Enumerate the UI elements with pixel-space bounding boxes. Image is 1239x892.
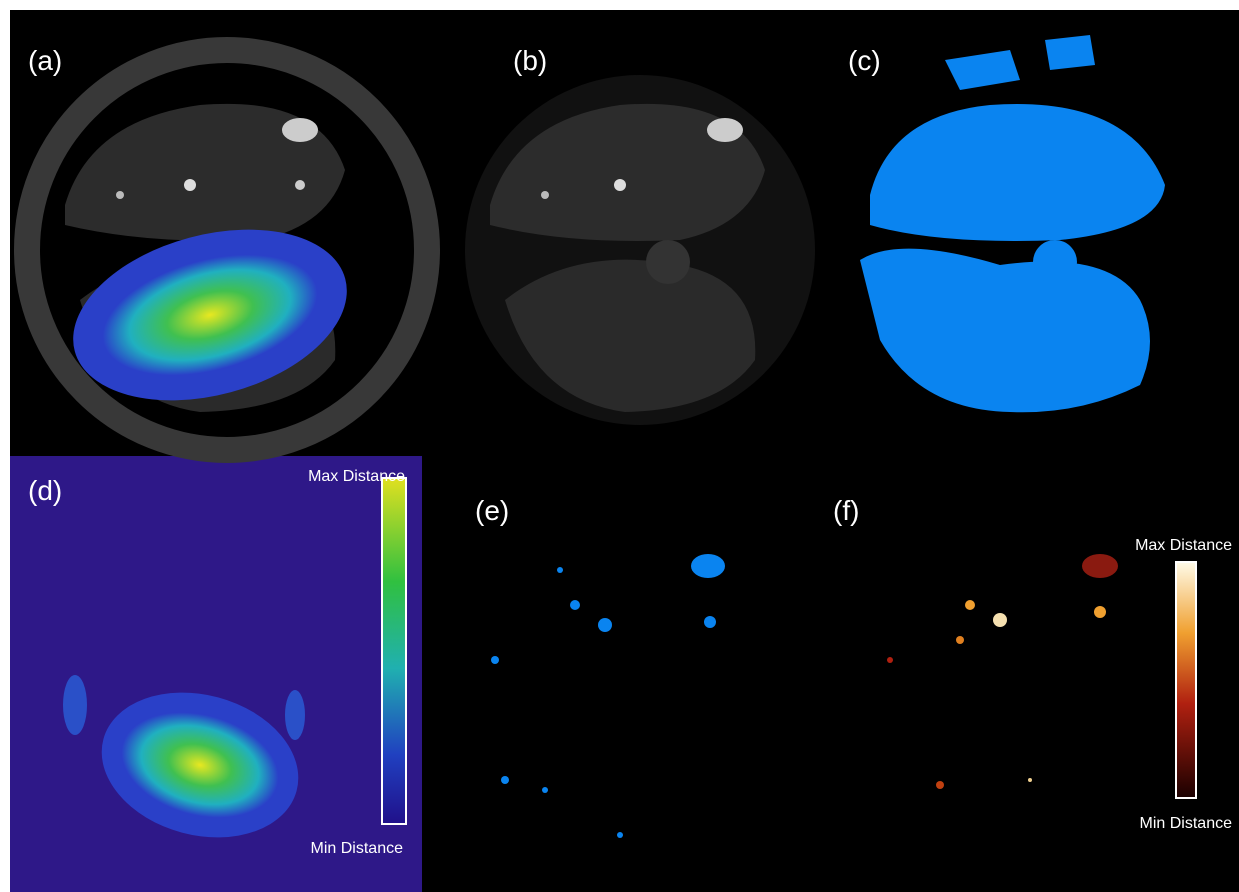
panel-label: (c) <box>848 45 881 76</box>
colorbar <box>1176 562 1196 798</box>
colorbar-max-label: Max Distance <box>308 468 405 485</box>
panel-label: (f) <box>833 495 859 526</box>
colorbar-max-label: Max Distance <box>1135 537 1232 554</box>
page: (a) (b) (c) (d) (e) (f) Max Distance Min… <box>0 0 1239 892</box>
colorbar-min-label: Min Distance <box>311 840 404 857</box>
bottom-row <box>422 456 1239 892</box>
panel-label: (e) <box>475 495 509 526</box>
panel-label: (d) <box>28 475 62 506</box>
colorbar-min-label: Min Distance <box>1140 815 1233 832</box>
panel-label: (b) <box>513 45 547 76</box>
colorbar <box>382 478 406 824</box>
panel-b-image <box>465 75 815 425</box>
panel-label: (a) <box>28 45 62 76</box>
figure: (a) (b) (c) (d) (e) (f) Max Distance Min… <box>0 0 1239 892</box>
